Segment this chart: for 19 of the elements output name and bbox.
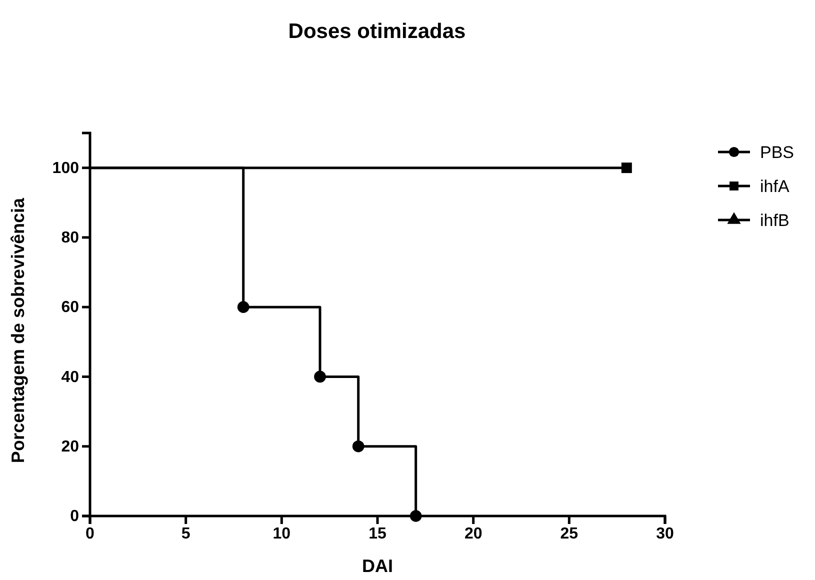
legend-label: ihfB — [760, 211, 790, 230]
x-axis-title: DAI — [362, 556, 393, 576]
y-tick-label: 80 — [61, 230, 80, 247]
x-tick-label: 30 — [656, 525, 674, 542]
y-tick-label: 40 — [61, 368, 80, 386]
legend-label: ihfA — [760, 177, 790, 196]
y-axis-title: Porcentagem de sobrevivência — [8, 196, 28, 464]
x-tick-label: 5 — [181, 525, 190, 542]
legend-label: PBS — [760, 143, 794, 162]
x-tick-label: 10 — [272, 525, 291, 542]
x-tick-label: 15 — [368, 525, 386, 542]
x-tick-label: 20 — [464, 525, 482, 542]
y-tick-label: 60 — [61, 299, 80, 316]
x-tick-label: 0 — [86, 525, 95, 542]
chart-title: Doses otimizadas — [288, 20, 466, 43]
y-tick-label: 20 — [61, 438, 80, 456]
y-tick-label: 0 — [70, 508, 80, 526]
y-tick-label: 100 — [52, 160, 80, 177]
x-tick-label: 25 — [560, 525, 578, 542]
